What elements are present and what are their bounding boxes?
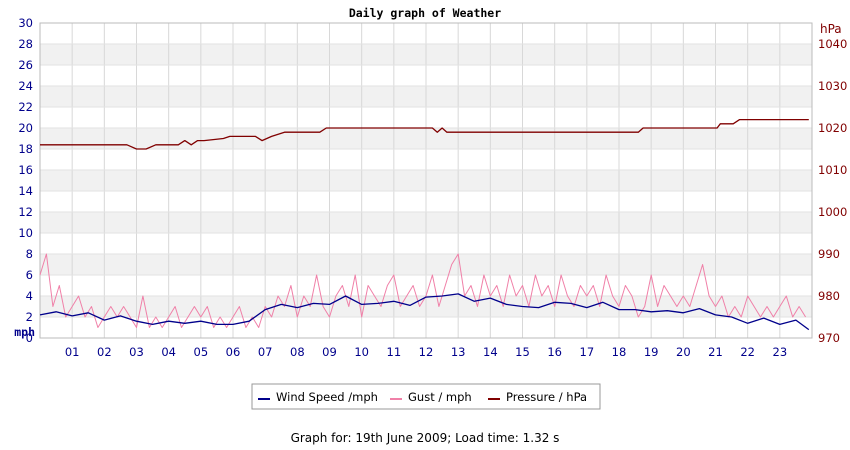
y-left-tick-label: 20 xyxy=(18,121,33,135)
chart-title: Daily graph of Weather xyxy=(349,6,501,20)
legend-box xyxy=(251,383,601,410)
x-tick-label: 05 xyxy=(194,345,209,359)
plot-grid xyxy=(40,23,812,338)
x-tick-label: 07 xyxy=(258,345,273,359)
y-left-tick-label: 14 xyxy=(18,184,33,198)
x-tick-label: 21 xyxy=(708,345,723,359)
x-tick-label: 01 xyxy=(65,345,80,359)
x-tick-label: 17 xyxy=(580,345,595,359)
x-tick-label: 02 xyxy=(97,345,112,359)
series-layer xyxy=(39,118,810,331)
x-tick-label: 12 xyxy=(419,345,434,359)
legend-label: Wind Speed /mph xyxy=(276,390,378,404)
x-tick-label: 23 xyxy=(773,345,788,359)
y-right-tick-label: 1000 xyxy=(818,205,847,219)
x-tick-label: 09 xyxy=(322,345,337,359)
x-tick-label: 13 xyxy=(451,345,466,359)
y-left-tick-label: 24 xyxy=(18,79,33,93)
x-tick-label: 11 xyxy=(387,345,402,359)
x-tick-label: 18 xyxy=(612,345,627,359)
plot-frame xyxy=(39,22,813,339)
y-axis-left-unit: mph xyxy=(14,325,35,339)
x-tick-label: 06 xyxy=(226,345,241,359)
y-left-tick-label: 6 xyxy=(26,268,33,282)
x-axis: 01 02 03 04 05 06 07 08 09 10 11 12 13 14 15 16 17 18 19 20… xyxy=(65,345,787,359)
y-right-tick-label: 1030 xyxy=(818,79,847,93)
y-left-tick-label: 18 xyxy=(18,142,33,156)
y-left-tick-label: 0 xyxy=(26,331,33,345)
y-right-tick-label: 990 xyxy=(818,247,840,261)
y-right-tick-label: 1010 xyxy=(818,163,847,177)
x-tick-label: 04 xyxy=(161,345,176,359)
x-tick-label: 14 xyxy=(483,345,498,359)
x-tick-label: 22 xyxy=(740,345,755,359)
y-left-tick-label: 22 xyxy=(18,100,33,114)
y-left-tick-label: 2 xyxy=(26,310,33,324)
series-line-wind-speed-mph xyxy=(39,293,810,331)
legend-label: Pressure / hPa xyxy=(506,390,587,404)
y-left-tick-label: 8 xyxy=(26,247,33,261)
y-right-tick-label: 980 xyxy=(818,289,840,303)
x-tick-label: 20 xyxy=(676,345,691,359)
x-tick-label: 03 xyxy=(129,345,144,359)
y-axis-right: 970 980 990 1000 1010 1020 1030 1040 xyxy=(818,37,847,345)
legend-label: Gust / mph xyxy=(408,390,472,404)
y-left-tick-label: 10 xyxy=(18,226,33,240)
x-tick-label: 10 xyxy=(354,345,369,359)
x-tick-label: 16 xyxy=(547,345,562,359)
legend: Wind Speed /mph Gust / mph Pressure / hPa xyxy=(251,383,601,410)
y-right-tick-label: 1020 xyxy=(818,121,847,135)
x-tick-label: 08 xyxy=(290,345,305,359)
y-right-tick-label: 970 xyxy=(818,331,840,345)
x-tick-label: 19 xyxy=(644,345,659,359)
y-left-tick-label: 30 xyxy=(18,16,33,30)
y-axis-right-unit: hPa xyxy=(820,22,842,36)
x-tick-label: 15 xyxy=(515,345,530,359)
y-left-tick-label: 28 xyxy=(18,37,33,51)
footer-info: Graph for: 19th June 2009; Load time: 1.… xyxy=(290,431,560,445)
series-line-pressure-hpa xyxy=(40,118,809,150)
y-left-tick-label: 4 xyxy=(26,289,33,303)
y-right-tick-label: 1040 xyxy=(818,37,847,51)
y-left-tick-label: 12 xyxy=(18,205,33,219)
series-line-gust-mph xyxy=(39,253,807,328)
y-left-tick-label: 26 xyxy=(18,58,33,72)
weather-chart: Daily graph of Weather 02468101214161820… xyxy=(14,6,847,410)
y-left-tick-label: 16 xyxy=(18,163,33,177)
